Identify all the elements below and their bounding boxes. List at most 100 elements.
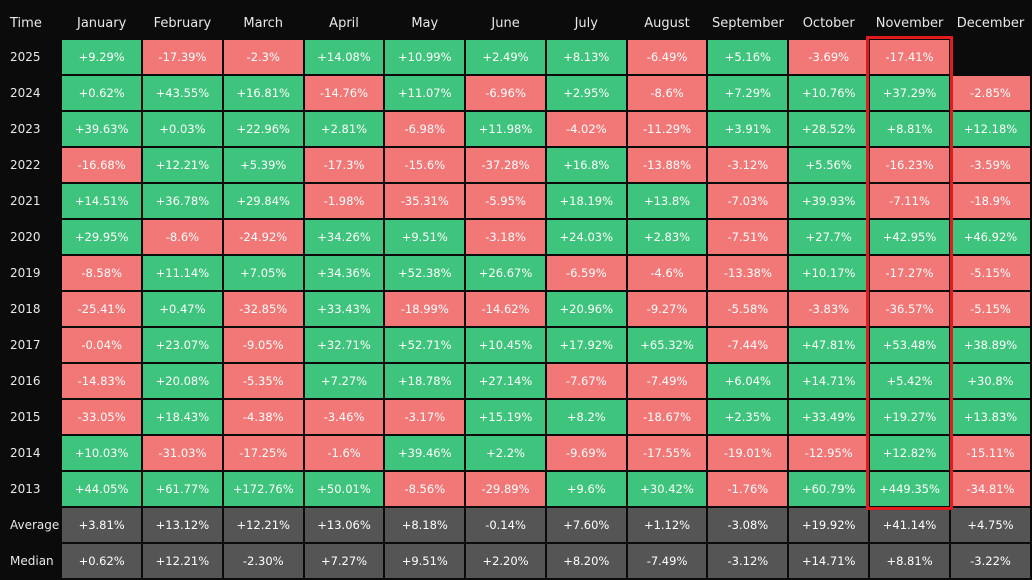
- return-cell: -3.17%: [385, 400, 465, 434]
- return-cell: +7.05%: [223, 256, 303, 290]
- return-cell: -6.59%: [546, 256, 626, 290]
- return-cell: -3.18%: [466, 220, 545, 254]
- return-cell: +0.62%: [62, 76, 142, 110]
- return-cell: +10.45%: [466, 328, 545, 362]
- return-cell: +20.96%: [546, 292, 626, 326]
- summary-row: Median +0.62% +12.21% -2.30% +7.27% +9.51% +2.…: [2, 544, 1030, 578]
- return-cell: -9.05%: [223, 328, 303, 362]
- return-cell: +18.78%: [385, 364, 465, 398]
- return-cell: +44.05%: [62, 472, 142, 506]
- return-cell: +9.51%: [385, 220, 465, 254]
- summary-cell: +12.21%: [223, 508, 303, 542]
- return-cell: -8.6%: [627, 76, 707, 110]
- year-row: 2021 +14.51% +36.78% +29.84% -1.98% -35.31% -5…: [2, 184, 1030, 218]
- summary-cell: +8.81%: [870, 544, 949, 578]
- summary-cell: -3.12%: [708, 544, 788, 578]
- return-cell: -11.29%: [627, 112, 707, 146]
- return-cell: -18.67%: [627, 400, 707, 434]
- summary-cell: +13.06%: [304, 508, 384, 542]
- return-cell: +23.07%: [143, 328, 222, 362]
- return-cell: +16.81%: [223, 76, 303, 110]
- return-cell: -9.27%: [627, 292, 707, 326]
- return-cell: +50.01%: [304, 472, 384, 506]
- year-label: 2018: [10, 302, 41, 316]
- return-cell: +16.8%: [546, 148, 626, 182]
- year-row: 2015 -33.05% +18.43% -4.38% -3.46% -3.17% +15.…: [2, 400, 1030, 434]
- return-cell: +14.08%: [304, 40, 384, 74]
- return-cell: -17.55%: [627, 436, 707, 470]
- return-cell: -4.02%: [546, 112, 626, 146]
- return-cell: +8.81%: [870, 112, 949, 146]
- year-label: 2017: [10, 338, 41, 352]
- return-cell: +46.92%: [950, 220, 1030, 254]
- column-header-june: June: [491, 15, 520, 31]
- return-cell: +39.93%: [789, 184, 869, 218]
- return-cell: -16.68%: [62, 148, 142, 182]
- monthly-returns-table: Time January February March April May June Jul…: [0, 6, 1032, 580]
- summary-cell: +4.75%: [950, 508, 1030, 542]
- year-label: 2023: [10, 122, 41, 136]
- return-cell: -35.31%: [385, 184, 465, 218]
- return-cell: +2.95%: [546, 76, 626, 110]
- return-cell: -7.03%: [708, 184, 788, 218]
- return-cell: -7.51%: [708, 220, 788, 254]
- year-row: 2024 +0.62% +43.55% +16.81% -14.76% +11.07% -6…: [2, 76, 1030, 110]
- year-label: 2020: [10, 230, 41, 244]
- return-cell: +11.98%: [466, 112, 545, 146]
- summary-cell: +13.12%: [143, 508, 222, 542]
- return-cell: -24.92%: [223, 220, 303, 254]
- return-cell: -36.57%: [870, 292, 949, 326]
- return-cell: -1.76%: [708, 472, 788, 506]
- summary-cell: +2.20%: [466, 544, 545, 578]
- return-cell: +12.82%: [870, 436, 949, 470]
- return-cell: -4.38%: [223, 400, 303, 434]
- return-cell: +37.29%: [870, 76, 949, 110]
- column-header-march: March: [243, 15, 284, 31]
- return-cell: +34.36%: [304, 256, 384, 290]
- year-row: 2023 +39.63% +0.03% +22.96% +2.81% -6.98% +11.…: [2, 112, 1030, 146]
- column-header-october: October: [802, 15, 855, 31]
- summary-cell: +1.12%: [627, 508, 707, 542]
- summary-cell: +0.62%: [62, 544, 142, 578]
- return-cell: -1.6%: [304, 436, 384, 470]
- return-cell: +32.71%: [304, 328, 384, 362]
- return-cell: +11.14%: [143, 256, 222, 290]
- return-cell: -8.58%: [62, 256, 142, 290]
- return-cell: -29.89%: [466, 472, 545, 506]
- return-cell: -13.38%: [708, 256, 788, 290]
- return-cell: -8.56%: [385, 472, 465, 506]
- column-header-may: May: [411, 15, 439, 31]
- summary-cell: +3.81%: [62, 508, 142, 542]
- return-cell: +61.77%: [143, 472, 222, 506]
- return-cell: +43.55%: [143, 76, 222, 110]
- return-cell: +18.19%: [546, 184, 626, 218]
- return-cell: -19.01%: [708, 436, 788, 470]
- corner-label: Time: [10, 15, 42, 31]
- return-cell: +9.29%: [62, 40, 142, 74]
- return-cell: -0.04%: [62, 328, 142, 362]
- return-cell: -4.6%: [627, 256, 707, 290]
- return-cell: +10.99%: [385, 40, 465, 74]
- summary-label: Median: [10, 554, 54, 568]
- return-cell: -14.62%: [466, 292, 545, 326]
- summary-cell: -3.22%: [950, 544, 1030, 578]
- return-cell: +13.8%: [627, 184, 707, 218]
- return-cell: +5.39%: [223, 148, 303, 182]
- return-cell: -14.83%: [62, 364, 142, 398]
- return-cell: -5.95%: [466, 184, 545, 218]
- summary-cell: -3.08%: [708, 508, 788, 542]
- return-cell: +15.19%: [466, 400, 545, 434]
- return-cell: +2.2%: [466, 436, 545, 470]
- return-cell: +18.43%: [143, 400, 222, 434]
- summary-cell: +7.60%: [546, 508, 626, 542]
- year-row: 2013 +44.05% +61.77% +172.76% +50.01% -8.56% -…: [2, 472, 1030, 506]
- return-cell: -6.49%: [627, 40, 707, 74]
- return-cell: -7.49%: [627, 364, 707, 398]
- return-cell: +30.42%: [627, 472, 707, 506]
- return-cell: -3.59%: [950, 148, 1030, 182]
- summary-cell: +8.20%: [546, 544, 626, 578]
- return-cell: -3.12%: [708, 148, 788, 182]
- return-cell: -3.83%: [789, 292, 869, 326]
- summary-cell: -0.14%: [466, 508, 545, 542]
- column-header-february: February: [153, 15, 212, 31]
